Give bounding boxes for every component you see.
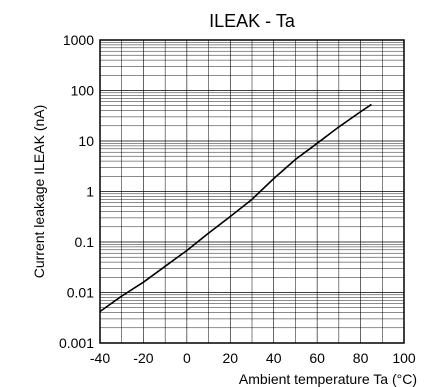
x-tick-label: 20 <box>222 350 238 366</box>
y-tick-label: 0.001 <box>59 335 94 351</box>
x-axis-title: Ambient temperature Ta (°C) <box>239 371 417 387</box>
x-tick-label: 80 <box>353 350 369 366</box>
x-tick-label: 60 <box>309 350 325 366</box>
plot-border <box>99 39 405 344</box>
x-tick-label: -20 <box>133 350 153 366</box>
x-tick-label: 40 <box>266 350 282 366</box>
y-tick-label: 100 <box>71 83 95 99</box>
y-tick-label: 0.01 <box>67 285 94 301</box>
series-line <box>99 103 372 313</box>
y-tick-label: 1000 <box>63 32 94 48</box>
y-tick-label: 0.1 <box>75 234 95 250</box>
y-axis-title: Current leakage ILEAK (nA) <box>31 105 47 279</box>
grid <box>99 40 405 344</box>
y-tick-label: 10 <box>78 133 94 149</box>
x-tick-label: 100 <box>392 350 416 366</box>
x-tick-labels: -40 -20 0 20 40 60 80 100 <box>90 350 416 366</box>
y-tick-label: 1 <box>86 184 94 200</box>
chart-title: ILEAK - Ta <box>209 11 296 31</box>
x-tick-label: 0 <box>183 350 191 366</box>
series-group <box>99 103 372 313</box>
x-tick-label: -40 <box>90 350 110 366</box>
plot-frame <box>99 39 405 344</box>
y-tick-labels: 0.001 0.01 0.1 1 10 100 1000 <box>59 32 94 351</box>
